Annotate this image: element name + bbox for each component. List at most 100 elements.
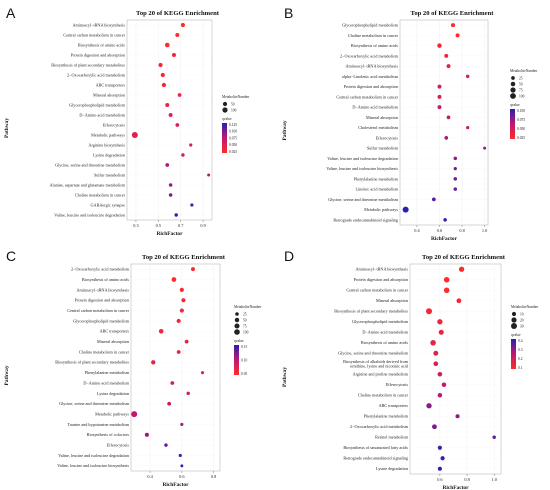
data-point xyxy=(167,401,172,406)
size-legend-title: MetaboliteNumber xyxy=(511,305,539,309)
size-legend-dot xyxy=(235,312,239,316)
data-point xyxy=(453,177,458,181)
pathway-label: Mineral absorption xyxy=(376,298,409,303)
color-legend-label: 0.100 xyxy=(229,130,237,134)
size-legend-label: 20 xyxy=(520,318,524,322)
size-legend-label: 50 xyxy=(231,102,235,106)
data-point xyxy=(492,435,496,439)
pathway-label: Efferocytosis xyxy=(376,135,399,140)
color-legend-title: qvalue xyxy=(510,103,520,107)
pathway-label: Biosynthesis of unsaturated fatty acids xyxy=(343,445,408,450)
y-axis-label: Pathway xyxy=(282,367,288,387)
data-point xyxy=(453,187,458,191)
data-point xyxy=(446,64,451,69)
data-point xyxy=(144,432,149,437)
size-legend-dot xyxy=(234,329,240,335)
data-point xyxy=(164,42,170,48)
size-legend-dot xyxy=(511,311,517,317)
pathway-label: Valine, leucine and isoleucine biosynthe… xyxy=(326,166,398,172)
size-legend-dot xyxy=(234,323,240,329)
pathway-label: Phenylalanine metabolism xyxy=(354,176,399,181)
data-point xyxy=(437,371,443,377)
data-point xyxy=(168,183,173,187)
data-point xyxy=(179,287,184,292)
pathway-label: Aminoacyl−tRNA biosynthesis xyxy=(73,22,126,27)
pathway-label: ABC transporters xyxy=(96,82,126,87)
pathway-label: alpha−Linolenic acid metabolism xyxy=(342,74,399,79)
data-point xyxy=(171,53,176,57)
x-tick-label: 0.8 xyxy=(211,474,216,479)
pathway-label: Choline metabolism in cancer xyxy=(75,192,126,197)
data-point xyxy=(131,132,138,138)
data-point xyxy=(437,466,442,471)
data-point xyxy=(443,287,450,293)
pathway-label: Biosynthesis of alkaloids derived from or… xyxy=(343,359,409,369)
pathway-label: Lysine degradation xyxy=(93,152,126,157)
data-point xyxy=(458,266,465,272)
pathway-label: Phenylalanine metabolism xyxy=(364,414,409,419)
data-point xyxy=(431,197,436,202)
pathway-label: Arginine and proline metabolism xyxy=(353,372,409,377)
panel-letter: D xyxy=(284,248,294,264)
pathway-label: 2−Oxocarboxylic acid metabolism xyxy=(67,72,126,77)
size-legend-label: 75 xyxy=(243,324,247,328)
x-axis-label: RichFactor xyxy=(431,236,458,242)
data-point xyxy=(433,361,439,367)
x-tick-label: 0.4 xyxy=(147,474,153,479)
panel-letter: A xyxy=(6,5,16,21)
pathway-label: Metabolic pathways xyxy=(91,132,125,137)
x-tick-label: 0.8 xyxy=(464,477,469,482)
data-point xyxy=(168,113,173,117)
data-point xyxy=(158,328,164,334)
pathway-label: 2−Oxocarboxylic acid metabolism xyxy=(350,424,409,429)
data-point xyxy=(174,213,178,217)
color-legend-label: 0.050 xyxy=(229,143,237,147)
color-legend-label: 0.075 xyxy=(229,136,237,140)
pathway-label: Biosynthesis of amino acids xyxy=(351,43,398,48)
data-point xyxy=(453,156,458,161)
x-tick-label: 0.6 xyxy=(437,228,443,233)
size-legend-title: MetaboliteNumber xyxy=(222,95,250,99)
x-tick-label: 0.5 xyxy=(156,223,161,228)
x-axis-label: RichFactor xyxy=(156,231,183,237)
data-point xyxy=(437,319,443,325)
data-point xyxy=(164,443,168,447)
y-axis-label: Pathway xyxy=(4,118,10,138)
chart-title: Top 20 of KEGG Enrichment xyxy=(422,254,506,261)
color-legend-bar xyxy=(222,123,227,153)
data-point xyxy=(186,391,190,396)
size-legend-label: 30 xyxy=(520,324,524,328)
data-point xyxy=(456,298,462,304)
data-point xyxy=(181,298,186,303)
size-legend-label: 100 xyxy=(231,108,237,112)
pathway-label: Central carbon metabolism in cancer xyxy=(63,32,125,37)
color-legend-label: 0.100 xyxy=(517,109,525,113)
data-point xyxy=(207,173,211,177)
data-point xyxy=(165,163,170,167)
pathway-label: Glycerophospholipid metabolism xyxy=(69,102,126,107)
pathway-label: Choline metabolism in cancer xyxy=(79,349,130,354)
chart-panel-a: A Top 20 of KEGG Enrichment 0.3 0.5 0.7 0.9 Am… xyxy=(4,5,250,237)
chart-panel-c: C Top 20 of KEGG Enrichment 0.4 0.6 0.8 2−Oxo… xyxy=(4,248,262,488)
data-point xyxy=(437,445,442,450)
data-point xyxy=(441,382,447,387)
x-tick-label: 1.0 xyxy=(482,228,487,233)
pathway-label: Metabolic pathways xyxy=(95,411,129,416)
data-point xyxy=(175,33,180,37)
pathway-label: Retinol metabolism xyxy=(375,435,409,440)
pathway-label: D−Amino acid metabolism xyxy=(352,105,398,110)
data-point xyxy=(444,136,449,140)
data-point xyxy=(437,94,442,99)
data-point xyxy=(455,33,460,38)
size-legend-dot xyxy=(511,76,515,80)
color-legend-label: 0.075 xyxy=(517,118,525,122)
color-legend-label: 0.10 xyxy=(241,358,247,362)
pathway-label: D−Amino acid metabolism xyxy=(83,380,129,385)
plot-area xyxy=(399,19,489,226)
pathway-label: Biosynthesis of plant secondary metaboli… xyxy=(55,360,129,365)
pathway-label: Choline metabolism in cancer xyxy=(348,33,399,38)
pathway-label: Biosynthesis of plant secondary metaboli… xyxy=(334,309,408,314)
panel-letter: C xyxy=(6,248,16,264)
data-point xyxy=(437,393,443,398)
